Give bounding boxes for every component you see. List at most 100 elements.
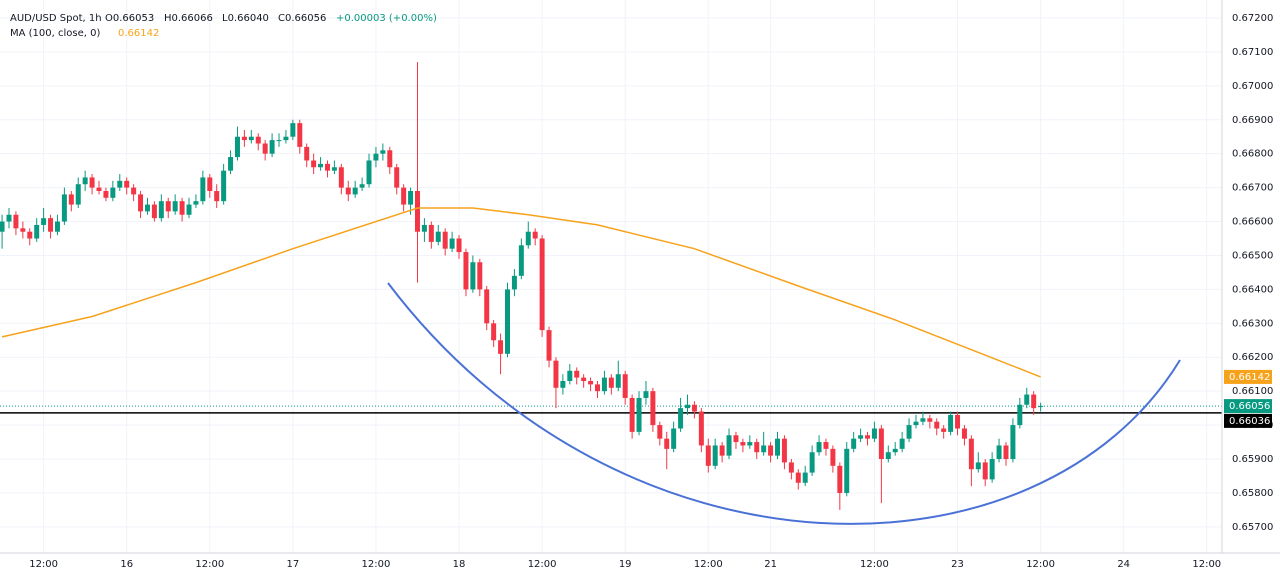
candle-body	[934, 421, 940, 429]
candle-body	[816, 442, 822, 453]
cup-annotation	[387, 282, 1181, 525]
candle-body	[511, 275, 517, 290]
candle-body	[103, 191, 109, 198]
candle-body	[234, 136, 240, 158]
candle-body	[89, 177, 95, 188]
candle-body	[304, 146, 310, 161]
candle-body	[809, 452, 815, 473]
candle-body	[214, 191, 220, 202]
candle-body	[138, 194, 144, 212]
candle-body	[428, 224, 434, 242]
candle-body	[712, 445, 718, 466]
candle-body	[678, 408, 684, 429]
y-tick-label: 0.66700	[1232, 183, 1273, 194]
x-tick-label: 12:00	[694, 559, 723, 570]
candle-body	[421, 224, 427, 232]
candle-body	[394, 167, 400, 188]
candle-body	[359, 184, 365, 188]
moving-average	[1, 207, 1041, 378]
hline-price-label: 0.66036	[1229, 416, 1270, 427]
high: H0.66066	[164, 13, 213, 24]
candle-body	[13, 214, 19, 229]
plot	[0, 62, 1222, 510]
candle-body	[1031, 394, 1037, 409]
close: C0.66056	[278, 13, 326, 24]
candle-body	[262, 143, 268, 154]
axes: 0.67200 0.67100 0.67000 0.66900 0.66800 0.667…	[29, 13, 1273, 570]
candle-body	[629, 397, 635, 432]
candle-body	[186, 204, 192, 215]
low: L0.66040	[222, 13, 269, 24]
x-tick-label: 17	[286, 559, 299, 570]
y-tick-label: 0.65800	[1232, 488, 1273, 499]
candle-body	[290, 123, 296, 137]
candle-body	[671, 428, 677, 449]
candle-body	[463, 252, 469, 290]
candle-body	[179, 201, 185, 215]
candle-body	[719, 445, 725, 456]
candle-body	[324, 163, 330, 171]
candle-body	[221, 170, 227, 202]
candle-body	[48, 218, 54, 232]
symbol: AUD/USD Spot, 1h	[10, 13, 102, 24]
candle-body	[913, 421, 919, 426]
candle-body	[761, 445, 767, 453]
y-tick-label: 0.66100	[1232, 386, 1273, 397]
candle-body	[1038, 406, 1044, 408]
candle-body	[878, 428, 884, 460]
candle-body	[131, 187, 137, 195]
candle-body	[650, 391, 656, 426]
candle-body	[560, 380, 566, 388]
candle-body	[830, 448, 836, 466]
candle-body	[553, 360, 559, 388]
candle-body	[754, 442, 760, 453]
candle-body	[470, 262, 476, 290]
candle-body	[636, 397, 642, 432]
ma-value: 0.66142	[118, 28, 159, 39]
candle-body	[373, 153, 379, 161]
y-tick-label: 0.66600	[1232, 217, 1273, 228]
y-tick-label: 0.66300	[1232, 318, 1273, 329]
change: +0.00003 (+0.00%)	[336, 13, 437, 24]
candle-body	[844, 448, 850, 493]
candle-body	[41, 218, 47, 225]
x-tick-label: 12:00	[1192, 559, 1221, 570]
candle-body	[387, 150, 393, 168]
candle-body	[955, 414, 961, 429]
x-tick-label: 18	[453, 559, 466, 570]
candle-body	[442, 231, 448, 249]
y-tick-label: 0.67200	[1232, 13, 1273, 24]
candle-body	[110, 187, 116, 198]
last-price-label-box	[1224, 399, 1272, 414]
candle-body	[664, 438, 670, 449]
candle-body	[768, 445, 774, 456]
x-tick-label: 12:00	[29, 559, 58, 570]
x-tick-label: 24	[1117, 559, 1130, 570]
candle-body	[297, 123, 303, 147]
candle-body	[366, 160, 372, 185]
candle-body	[740, 442, 746, 446]
candle-body	[241, 136, 247, 141]
candle-body	[892, 448, 898, 453]
last-price-label: 0.66056	[1229, 401, 1270, 412]
candle-body	[318, 163, 324, 168]
candle-body	[1017, 404, 1023, 426]
candle-body	[96, 187, 102, 192]
candle-body	[193, 201, 199, 205]
candle-body	[906, 425, 912, 439]
candle-body	[408, 191, 414, 205]
header: AUD/USD Spot, 1h O0.66053 H0.66066 L0.66…	[10, 13, 437, 39]
candle-body	[788, 462, 794, 473]
candle-body	[539, 238, 545, 331]
candle-body	[338, 167, 344, 188]
candle-body	[248, 136, 254, 141]
candle-body	[61, 194, 67, 222]
candle-body	[255, 136, 261, 144]
candle-body	[491, 323, 497, 341]
candle-body	[608, 377, 614, 388]
candle-body	[54, 221, 60, 232]
candle-body	[643, 391, 649, 398]
candle-body	[685, 404, 690, 409]
